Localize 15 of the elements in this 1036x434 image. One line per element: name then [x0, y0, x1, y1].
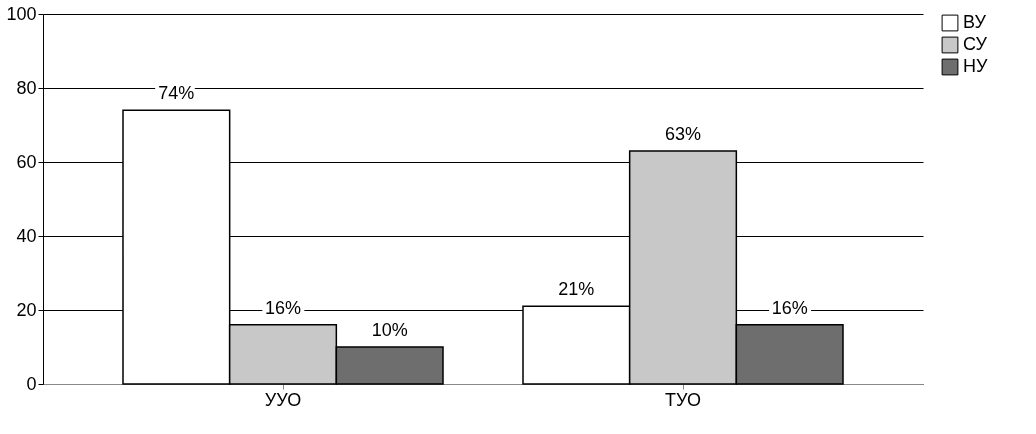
data-label: 21% — [558, 279, 595, 300]
x-tick-label: ТУО — [665, 389, 701, 410]
data-label: 63% — [664, 123, 702, 144]
y-tick-label: 60 — [16, 151, 37, 172]
legend-label: ВУ — [963, 12, 987, 32]
legend-label: НУ — [963, 56, 988, 76]
y-tick-label: 0 — [26, 373, 37, 394]
legend-label: СУ — [963, 34, 988, 54]
data-label: 10% — [371, 320, 408, 340]
y-tick-label: 20 — [16, 299, 37, 320]
x-tick-label: УУО — [264, 389, 302, 410]
data-label: 74% — [158, 83, 195, 104]
y-tick-label: 40 — [16, 225, 37, 246]
y-tick-label: 100 — [6, 3, 37, 24]
y-tick-label: 80 — [16, 77, 37, 98]
